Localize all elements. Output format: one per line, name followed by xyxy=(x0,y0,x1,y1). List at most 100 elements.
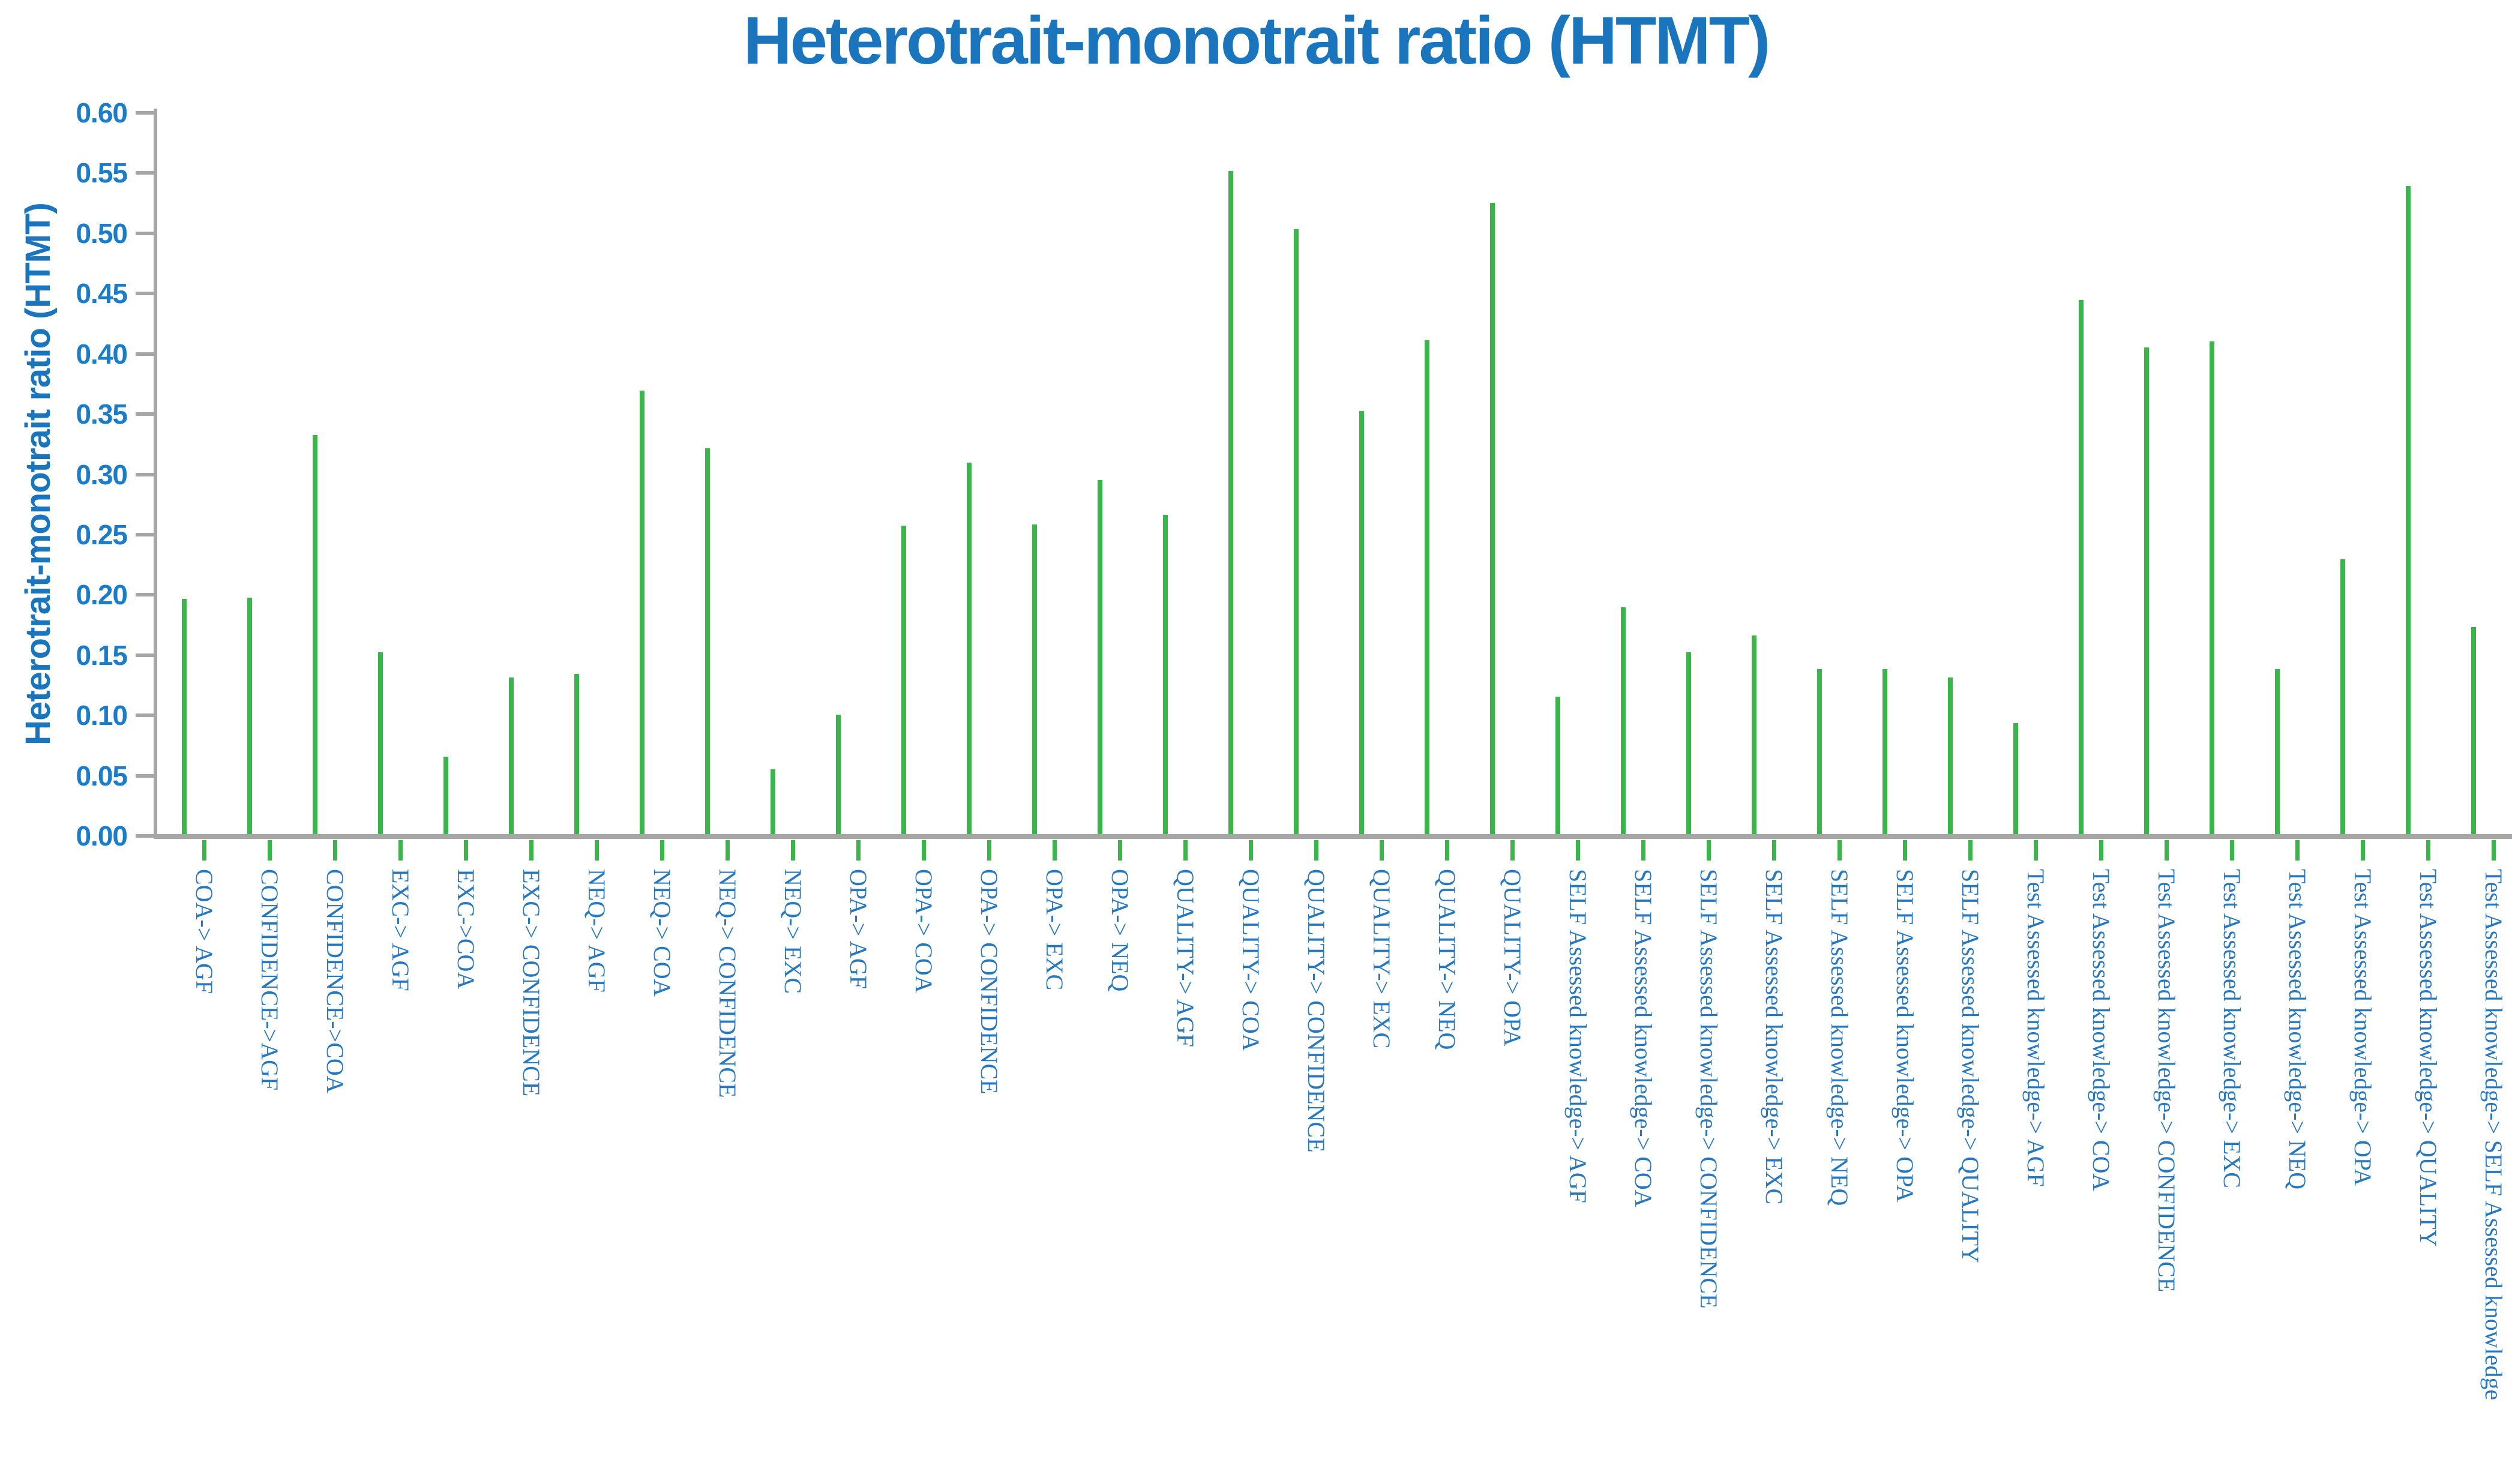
bar xyxy=(574,673,579,834)
x-category-label-text: SELF Assessed knowledge-> EXC xyxy=(1761,869,1788,1205)
x-tick xyxy=(1118,840,1122,861)
y-tick xyxy=(136,834,154,838)
y-tick xyxy=(136,171,154,175)
y-tick-label: 0.35 xyxy=(76,398,128,430)
y-tick xyxy=(136,231,154,235)
y-tick-label: 0.10 xyxy=(76,700,128,731)
x-axis-line xyxy=(154,834,2512,839)
x-tick xyxy=(726,840,730,861)
bar xyxy=(1752,635,1756,834)
bar xyxy=(1359,411,1364,834)
x-tick xyxy=(2165,840,2169,861)
x-tick xyxy=(333,840,337,861)
y-tick xyxy=(136,774,154,778)
bar xyxy=(1686,652,1691,834)
y-tick xyxy=(136,472,154,476)
x-tick xyxy=(1380,840,1384,861)
bar xyxy=(836,715,841,834)
x-tick xyxy=(1576,840,1580,861)
x-category-label-text: OPA-> COA xyxy=(910,869,937,993)
x-tick xyxy=(1707,840,1711,861)
y-tick-label: 0.25 xyxy=(76,518,128,550)
x-category-label-text: Test Assessed knowledge-> EXC xyxy=(2219,869,2246,1188)
x-category-label-text: Test Assessed knowledge-> NEQ xyxy=(2284,869,2311,1190)
x-category-label-text: SELF Assessed knowledge-> CONFIDENCE xyxy=(1695,869,1722,1309)
x-tick xyxy=(1903,840,1907,861)
bar xyxy=(705,448,710,834)
y-tick xyxy=(136,713,154,718)
x-category-label-text: Test Assessed knowledge-> OPA xyxy=(2349,869,2376,1186)
y-tick xyxy=(136,352,154,356)
y-tick xyxy=(136,292,154,296)
bar xyxy=(378,652,383,834)
x-tick xyxy=(1968,840,1973,861)
bar xyxy=(247,598,252,834)
x-tick xyxy=(660,840,664,861)
x-category-label-text: QUALITY-> AGF xyxy=(1172,869,1199,1047)
x-category-label-text: Test Assessed knowledge-> AGF xyxy=(2022,869,2049,1187)
bar xyxy=(313,435,317,834)
x-category-label-text: EXC->COA xyxy=(452,869,479,990)
bar xyxy=(2340,559,2345,834)
x-category-label-text: QUALITY-> OPA xyxy=(1499,869,1526,1047)
bar xyxy=(1555,697,1560,834)
y-tick xyxy=(136,653,154,657)
y-tick-label: 0.40 xyxy=(76,338,128,370)
x-category-label-text: SELF Assessed knowledge-> OPA xyxy=(1892,869,1919,1203)
chart-title: Heterotrait-monotrait ratio (HTMT) xyxy=(743,3,1771,78)
x-tick xyxy=(529,840,533,861)
bar xyxy=(1817,668,1822,834)
bar xyxy=(443,757,448,834)
y-tick-label: 0.45 xyxy=(76,278,128,310)
x-tick xyxy=(791,840,795,861)
bar xyxy=(1621,607,1626,834)
bar xyxy=(1294,229,1299,834)
x-tick xyxy=(595,840,599,861)
bar xyxy=(1228,171,1233,834)
x-tick xyxy=(464,840,468,861)
x-tick xyxy=(1249,840,1253,861)
x-category-label-text: NEQ-> EXC xyxy=(780,869,807,994)
bar xyxy=(1425,340,1429,834)
x-category-label-text: CONFIDENCE->COA xyxy=(322,869,349,1093)
bar xyxy=(509,677,514,834)
y-tick xyxy=(136,593,154,597)
x-category-label-text: EXC-> AGF xyxy=(387,869,414,991)
bar xyxy=(2013,723,2018,834)
x-tick xyxy=(2230,840,2234,861)
x-tick xyxy=(987,840,991,861)
x-category-label-text: OPA-> NEQ xyxy=(1107,869,1134,992)
bar xyxy=(2275,668,2280,834)
x-category-label-text: OPA-> EXC xyxy=(1041,869,1068,991)
bar xyxy=(1948,677,1953,834)
y-tick-label: 0.20 xyxy=(76,579,128,611)
x-tick xyxy=(922,840,926,861)
x-tick xyxy=(202,840,206,861)
x-tick xyxy=(398,840,403,861)
bar xyxy=(771,769,775,834)
x-tick xyxy=(1445,840,1449,861)
x-category-label-text: Test Assessed knowledge-> CONFIDENCE xyxy=(2153,869,2180,1293)
y-tick-label: 0.05 xyxy=(76,760,128,792)
x-category-label-text: QUALITY-> CONFIDENCE xyxy=(1303,869,1330,1153)
bar xyxy=(2471,626,2476,834)
y-tick-label: 0.60 xyxy=(76,97,128,128)
y-tick xyxy=(136,532,154,536)
x-category-label-text: CONFIDENCE->AGF xyxy=(256,869,283,1091)
x-category-label-text: NEQ-> CONFIDENCE xyxy=(714,869,741,1098)
bar xyxy=(967,463,972,834)
y-tick-label: 0.50 xyxy=(76,217,128,249)
x-category-label-text: NEQ-> COA xyxy=(649,869,676,997)
x-category-label-text: OPA-> CONFIDENCE xyxy=(976,869,1003,1095)
x-tick xyxy=(1641,840,1645,861)
x-category-label-text: EXC-> CONFIDENCE xyxy=(518,869,545,1097)
x-tick xyxy=(268,840,272,861)
x-tick xyxy=(2426,840,2430,861)
x-tick xyxy=(1183,840,1188,861)
x-tick xyxy=(2295,840,2300,861)
bar xyxy=(640,390,645,834)
x-category-label-text: OPA-> AGF xyxy=(845,869,872,990)
x-tick xyxy=(2099,840,2103,861)
x-tick xyxy=(856,840,861,861)
